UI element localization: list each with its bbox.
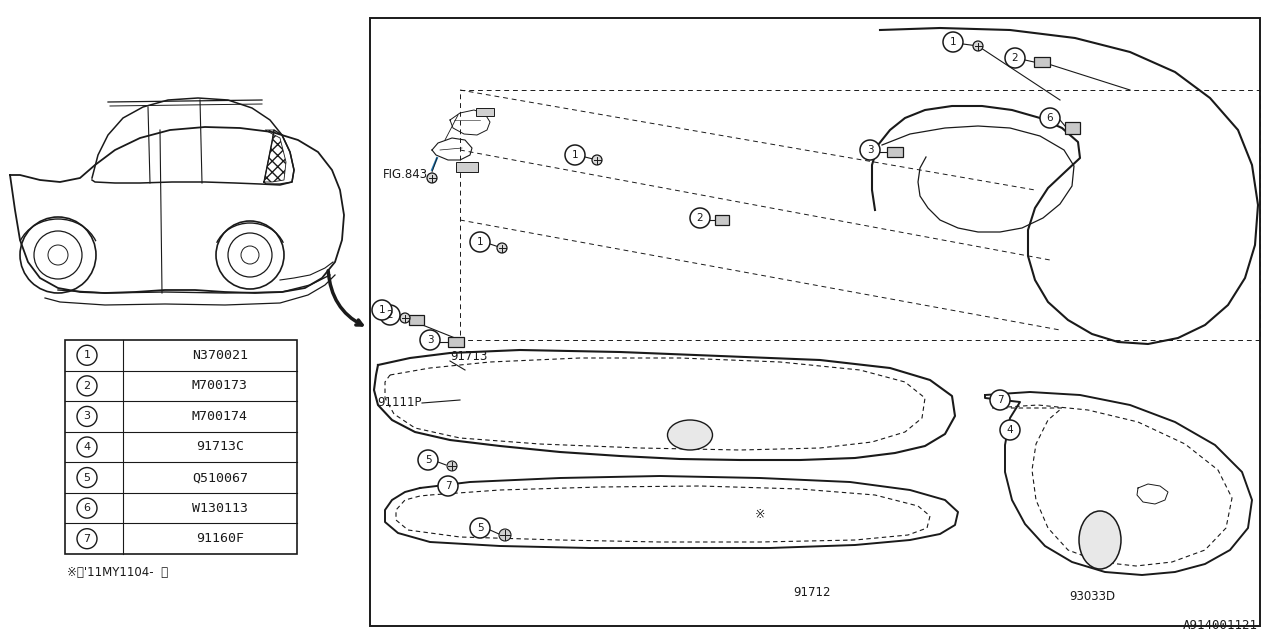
- Text: 5: 5: [83, 472, 91, 483]
- Text: 2: 2: [696, 213, 703, 223]
- Circle shape: [690, 208, 710, 228]
- Circle shape: [77, 376, 97, 396]
- Circle shape: [419, 450, 438, 470]
- Circle shape: [497, 243, 507, 253]
- Circle shape: [499, 529, 511, 541]
- Circle shape: [380, 305, 399, 325]
- Circle shape: [77, 468, 97, 488]
- Text: 5: 5: [476, 523, 484, 533]
- Bar: [887, 147, 902, 157]
- Text: 3: 3: [426, 335, 434, 345]
- Ellipse shape: [667, 420, 713, 450]
- Bar: [408, 315, 424, 325]
- Text: 91160F: 91160F: [196, 532, 244, 545]
- Circle shape: [447, 461, 457, 471]
- Bar: [476, 108, 494, 116]
- Text: ※＜'11MY1104-  ＞: ※＜'11MY1104- ＞: [67, 566, 168, 579]
- Text: ※: ※: [755, 509, 765, 522]
- Circle shape: [470, 232, 490, 252]
- Circle shape: [860, 140, 881, 160]
- Text: 7: 7: [444, 481, 452, 491]
- Bar: [65, 340, 297, 554]
- Bar: [716, 215, 730, 225]
- Text: 93033D: 93033D: [1069, 591, 1115, 604]
- Bar: [370, 18, 1260, 626]
- Circle shape: [77, 498, 97, 518]
- Circle shape: [77, 346, 97, 365]
- Ellipse shape: [1079, 511, 1121, 569]
- Text: 91713: 91713: [451, 349, 488, 362]
- Circle shape: [77, 437, 97, 457]
- Circle shape: [1005, 48, 1025, 68]
- Bar: [1065, 122, 1079, 134]
- Circle shape: [372, 300, 392, 320]
- Text: 6: 6: [1047, 113, 1053, 123]
- Bar: [448, 337, 465, 347]
- Circle shape: [420, 330, 440, 350]
- Circle shape: [591, 155, 602, 165]
- Circle shape: [989, 390, 1010, 410]
- Text: 3: 3: [83, 412, 91, 421]
- Text: 91712: 91712: [794, 586, 831, 598]
- Text: 3: 3: [867, 145, 873, 155]
- Text: W130113: W130113: [192, 502, 248, 515]
- Text: 5: 5: [425, 455, 431, 465]
- Circle shape: [943, 32, 963, 52]
- Text: 6: 6: [83, 503, 91, 513]
- Text: A914001121: A914001121: [1183, 619, 1258, 632]
- Bar: [1034, 57, 1050, 67]
- Text: M700173: M700173: [192, 380, 248, 392]
- Text: 2: 2: [83, 381, 91, 391]
- Text: 1: 1: [476, 237, 484, 247]
- Circle shape: [428, 173, 436, 183]
- Text: 4: 4: [83, 442, 91, 452]
- Text: 1: 1: [83, 350, 91, 360]
- Circle shape: [438, 476, 458, 496]
- Text: 91713C: 91713C: [196, 440, 244, 454]
- Text: 1: 1: [379, 305, 385, 315]
- Circle shape: [564, 145, 585, 165]
- Text: 4: 4: [1006, 425, 1014, 435]
- Circle shape: [1039, 108, 1060, 128]
- Text: 1: 1: [572, 150, 579, 160]
- Circle shape: [77, 529, 97, 548]
- Text: 1: 1: [950, 37, 956, 47]
- Text: 2: 2: [1011, 53, 1019, 63]
- Text: 2: 2: [387, 310, 393, 320]
- Text: Q510067: Q510067: [192, 471, 248, 484]
- Circle shape: [399, 313, 410, 323]
- Text: 7: 7: [997, 395, 1004, 405]
- Text: M700174: M700174: [192, 410, 248, 423]
- Text: N370021: N370021: [192, 349, 248, 362]
- Circle shape: [470, 518, 490, 538]
- Text: 7: 7: [83, 534, 91, 544]
- Text: 91111P: 91111P: [378, 397, 421, 410]
- Bar: [456, 162, 477, 172]
- Circle shape: [973, 41, 983, 51]
- Text: FIG.843: FIG.843: [383, 168, 428, 182]
- Circle shape: [1000, 420, 1020, 440]
- Circle shape: [77, 406, 97, 426]
